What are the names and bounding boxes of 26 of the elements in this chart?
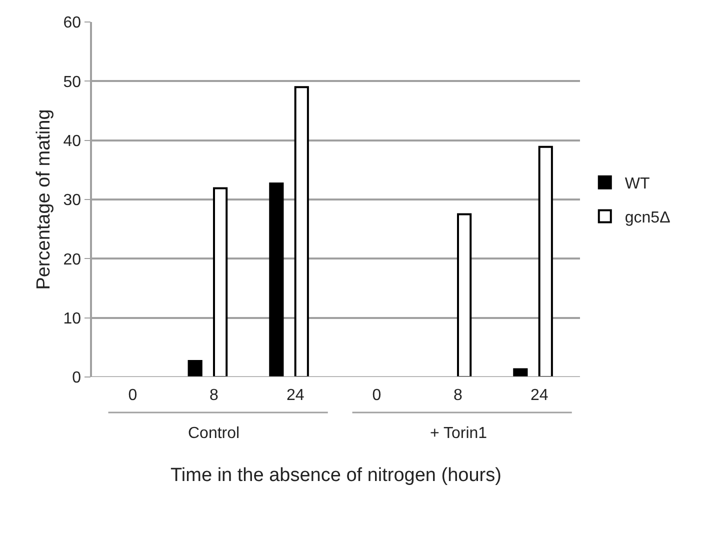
legend-label: gcn5Δ (624, 209, 671, 226)
x-axis-title: Time in the absence of nitrogen (hours) (170, 464, 502, 486)
x-tick-label: 0 (372, 387, 382, 404)
x-tick-label: 8 (210, 387, 219, 404)
y-tick-label: 40 (63, 132, 82, 150)
x-tick-label: 8 (454, 387, 463, 404)
y-tick-label: 30 (63, 192, 82, 210)
y-tick-label: 0 (72, 370, 82, 387)
bar (457, 213, 472, 377)
bar (513, 368, 528, 377)
y-tick-label: 20 (63, 251, 82, 268)
bar (188, 360, 202, 377)
y-tick-label: 60 (63, 14, 82, 32)
y-tick-label: 50 (63, 74, 82, 91)
text: Control (188, 425, 240, 442)
x-tick-label: 0 (128, 387, 138, 404)
bar (294, 86, 309, 377)
bar (269, 182, 284, 377)
legend-label: WT (624, 176, 650, 193)
bar (213, 187, 228, 377)
y-tick-label: 10 (63, 310, 82, 328)
x-tick-label: 24 (286, 387, 304, 404)
bar (538, 146, 553, 377)
text: + Torin1 (430, 425, 488, 442)
y-axis-title: Percentage of mating (34, 109, 55, 290)
x-tick-label: 24 (530, 387, 548, 404)
